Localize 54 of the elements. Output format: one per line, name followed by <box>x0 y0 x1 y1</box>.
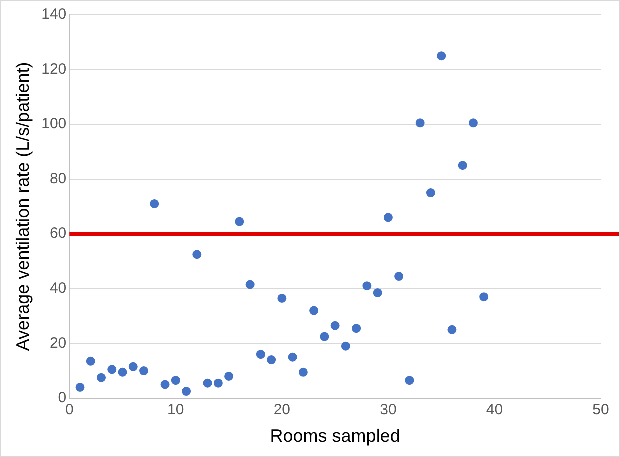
point <box>86 356 96 366</box>
x-tick-label: 40 <box>486 402 504 419</box>
point <box>108 365 117 374</box>
point <box>76 382 85 392</box>
point <box>384 213 393 222</box>
point <box>458 161 468 170</box>
point <box>224 372 234 381</box>
y-tick-label: 0 <box>58 390 67 407</box>
point <box>352 324 362 334</box>
y-axis-title: Average ventilation rate (L/s/patient) <box>12 62 33 352</box>
point <box>182 387 192 396</box>
y-tick-label: 20 <box>50 334 67 352</box>
point <box>426 188 436 198</box>
y-tick-label: 100 <box>42 116 67 133</box>
point <box>330 321 340 330</box>
point <box>256 350 266 360</box>
point <box>160 380 170 390</box>
x-tick-label: 20 <box>274 402 291 419</box>
point <box>468 118 478 128</box>
x-tick-label: 10 <box>168 402 184 419</box>
y-tick-label: 120 <box>42 60 67 78</box>
point <box>310 306 319 316</box>
point <box>246 280 255 290</box>
point <box>235 217 244 226</box>
y-tick-label: 140 <box>42 6 67 24</box>
point <box>128 362 138 372</box>
y-tick-label: 60 <box>50 225 67 242</box>
point <box>394 272 404 282</box>
y-tick-label: 40 <box>50 280 67 297</box>
point <box>362 282 372 291</box>
point <box>288 352 298 362</box>
point <box>214 378 223 388</box>
point <box>267 356 276 365</box>
point <box>203 378 212 388</box>
point <box>150 199 160 208</box>
point <box>118 368 128 377</box>
point <box>298 368 308 377</box>
point <box>373 288 382 298</box>
point <box>416 118 425 128</box>
y-tick-label: 80 <box>50 170 67 188</box>
x-axis-title: Rooms sampled <box>270 426 400 446</box>
x-tick-label: 30 <box>380 402 397 419</box>
point <box>97 373 106 382</box>
point <box>192 250 202 260</box>
point <box>448 325 457 334</box>
point <box>171 376 180 386</box>
x-tick-label: 50 <box>592 402 610 419</box>
point <box>278 294 287 303</box>
point <box>480 292 489 302</box>
point <box>405 376 414 386</box>
point <box>341 342 350 351</box>
point <box>140 366 149 376</box>
point <box>320 332 330 342</box>
point <box>437 52 446 61</box>
